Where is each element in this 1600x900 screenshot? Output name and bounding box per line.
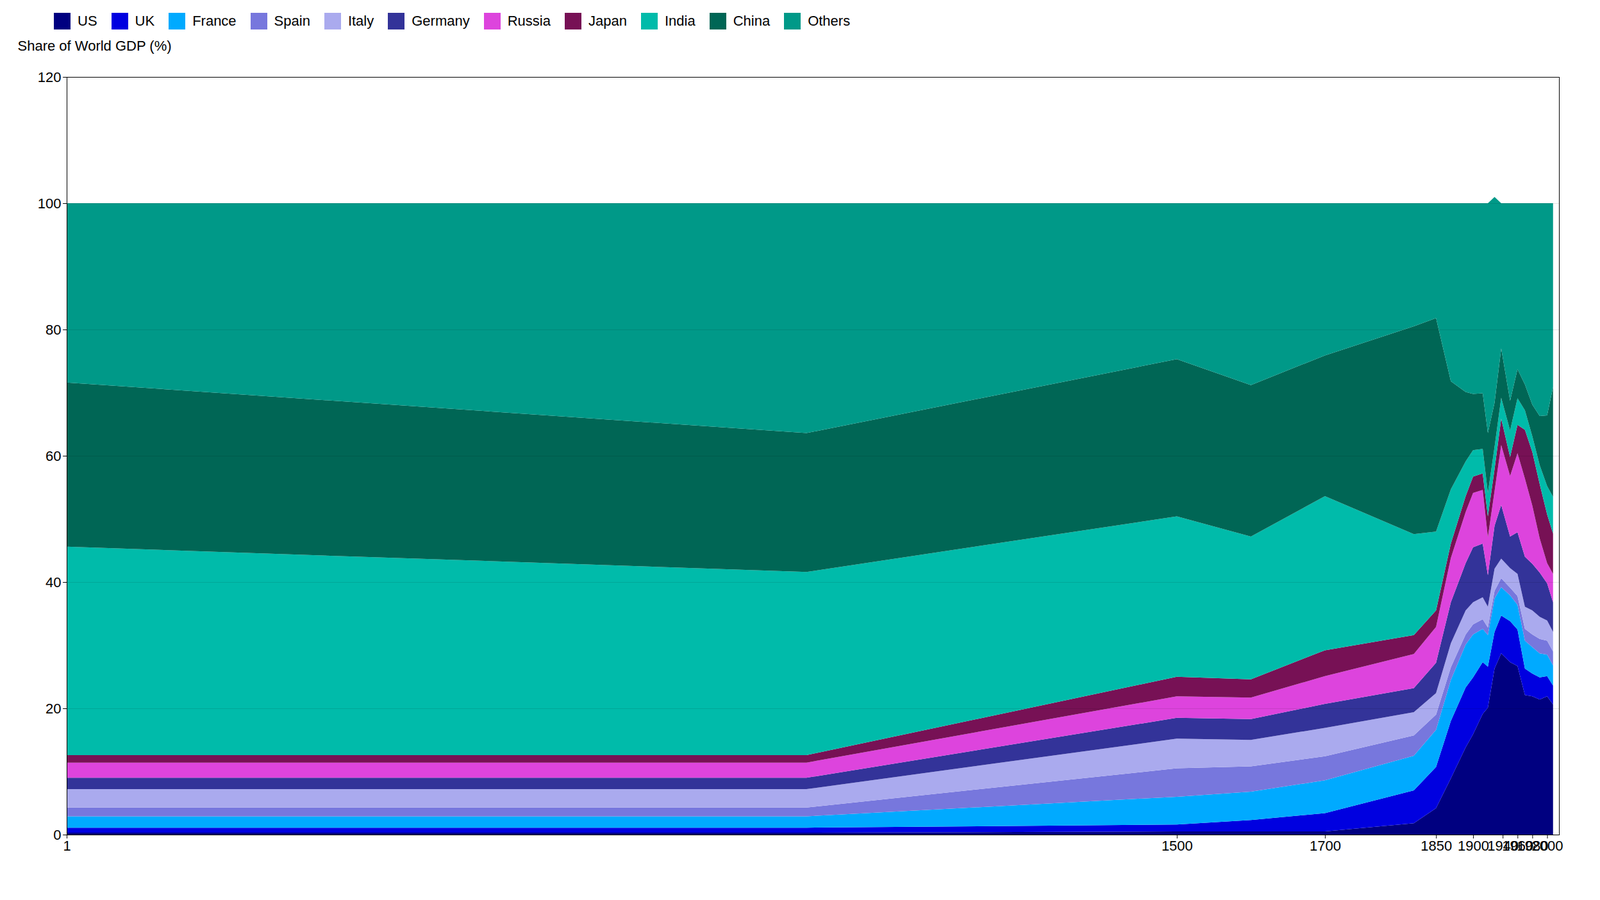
svg-text:2000: 2000 [1532, 837, 1564, 854]
svg-text:20: 20 [45, 700, 61, 717]
svg-text:40: 40 [45, 574, 61, 591]
html-text:US: US [77, 12, 98, 29]
svg-text:1900: 1900 [1457, 837, 1490, 854]
html-text:Germany: Germany [411, 12, 470, 29]
html-text:India: India [664, 12, 696, 29]
html-text:Italy: Italy [348, 12, 374, 29]
svg-text:1700: 1700 [1309, 837, 1342, 854]
html-text:Spain: Spain [274, 12, 311, 29]
html-text:France: France [192, 12, 237, 29]
svg-text:1: 1 [62, 837, 71, 854]
svg-text:100: 100 [37, 195, 62, 212]
svg-text:120: 120 [37, 69, 62, 86]
svg-text:60: 60 [45, 448, 61, 465]
svg-text:80: 80 [45, 321, 61, 338]
svg-text:1500: 1500 [1161, 837, 1193, 854]
html-text:Russia: Russia [507, 12, 551, 29]
svg-text:1850: 1850 [1420, 837, 1452, 854]
html-text:Japan: Japan [588, 12, 627, 29]
html-text:Others: Others [807, 12, 851, 29]
html-text:China: China [733, 12, 770, 29]
svg-text:Share of World GDP (%): Share of World GDP (%) [17, 38, 172, 54]
svg-text:0: 0 [53, 826, 61, 843]
html-text:UK: UK [135, 12, 155, 29]
